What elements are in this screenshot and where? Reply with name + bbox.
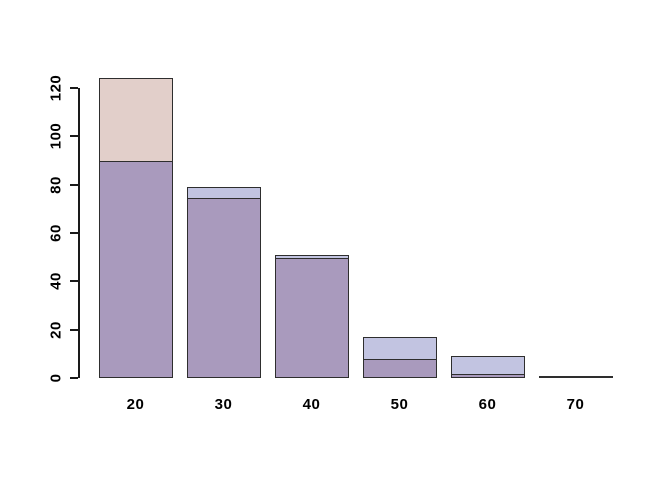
x-tick-label: 20: [126, 396, 145, 413]
bar-single-series-segment: [275, 255, 348, 259]
bar-overlap-segment: [539, 376, 612, 378]
bar-30: [186, 187, 261, 378]
y-tick-mark: [70, 280, 78, 283]
y-tick-mark: [70, 232, 78, 234]
x-tick-label: 50: [390, 396, 409, 413]
bar-overlap-segment: [451, 373, 524, 377]
x-tick-label: 60: [478, 396, 497, 413]
y-tick-label: 60: [47, 224, 65, 242]
bar-70: [538, 375, 613, 378]
y-tick-mark: [70, 183, 78, 186]
y-tick-label: 20: [47, 320, 65, 339]
y-tick-mark: [70, 87, 78, 89]
bar-overlap-segment: [99, 161, 172, 377]
bar-single-series-segment: [363, 337, 436, 360]
bar-50: [362, 336, 437, 378]
bar-single-series-segment: [451, 357, 524, 374]
y-tick-label: 0: [47, 373, 65, 383]
y-tick-label: 120: [47, 74, 65, 102]
x-tick-label: 70: [566, 396, 585, 413]
bar-40: [274, 254, 349, 378]
bar-single-series-segment: [187, 188, 260, 198]
bar-overlap-segment: [275, 258, 348, 377]
bar-20: [98, 78, 173, 378]
y-tick-label: 80: [47, 175, 65, 194]
y-axis-line: [78, 88, 80, 378]
bar-overlap-segment: [187, 197, 260, 377]
x-tick-label: 30: [214, 396, 233, 413]
y-tick-mark: [70, 135, 78, 138]
y-tick-label: 100: [47, 123, 65, 150]
bar-60: [450, 356, 525, 378]
y-tick-label: 40: [47, 272, 65, 291]
y-tick-mark: [70, 377, 78, 379]
y-tick-mark: [70, 328, 78, 331]
bar-overlap-segment: [363, 359, 436, 377]
x-tick-label: 40: [302, 396, 321, 413]
bar-single-series-segment: [99, 79, 172, 162]
